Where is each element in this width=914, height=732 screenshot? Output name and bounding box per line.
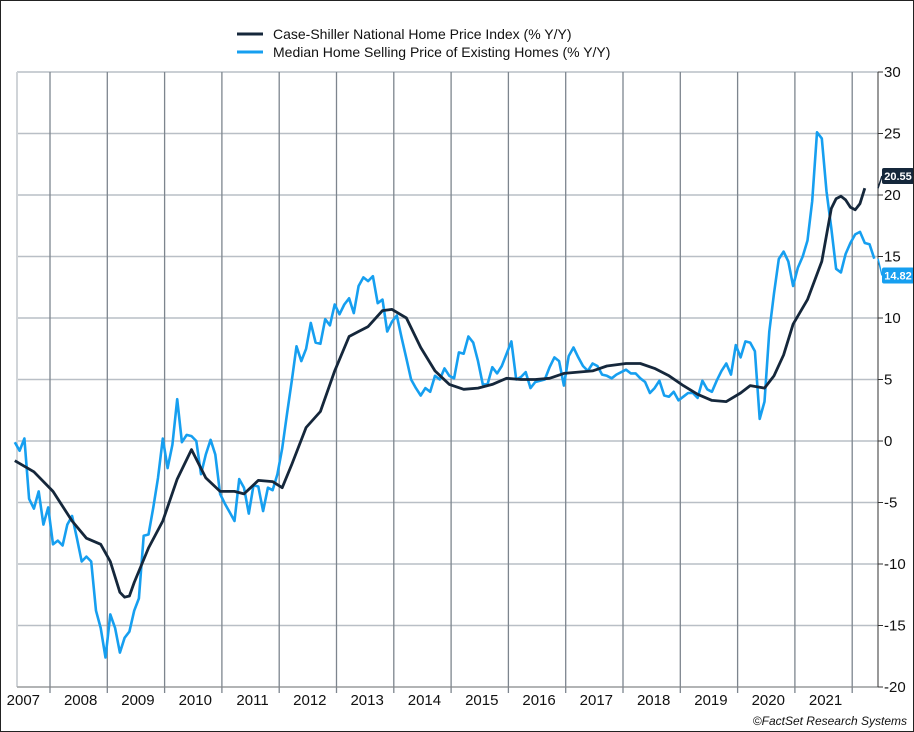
y-tick-label: -5 <box>884 495 897 512</box>
y-tick-label: 5 <box>884 372 892 389</box>
y-tick-label: -20 <box>884 679 906 696</box>
y-tick-label: -10 <box>884 556 906 573</box>
x-tick-label: 2010 <box>179 692 212 709</box>
x-tick-label: 2008 <box>64 692 97 709</box>
series-line-case-shiller <box>14 187 867 599</box>
y-tick-label: 15 <box>884 249 901 266</box>
legend-label-case-shiller: Case-Shiller National Home Price Index (… <box>273 26 572 42</box>
x-axis-ticks: 2007 2008 2009 2010 2011 2012 2013 2014 2015 2016… <box>7 692 843 709</box>
y-tick-label: -15 <box>884 618 906 635</box>
last-value-label: 20.55 <box>884 171 912 183</box>
y-tick-label: 30 <box>884 64 901 81</box>
series-lines: 14.82 20.55 <box>13 131 913 659</box>
last-value-badge <box>882 168 913 184</box>
y-tick-label: 0 <box>884 433 892 450</box>
legend: Case-Shiller National Home Price Index (… <box>237 26 610 60</box>
x-tick-label: 2012 <box>293 692 326 709</box>
x-tick-label: 2020 <box>752 692 785 709</box>
x-tick-label: 2018 <box>637 692 670 709</box>
last-value-label: 14.82 <box>884 271 912 283</box>
last-value-leader <box>877 258 883 276</box>
x-tick-label: 2009 <box>121 692 154 709</box>
x-tick-label: 2016 <box>522 692 555 709</box>
y-tick-label: 25 <box>884 126 901 143</box>
legend-label-median-price: Median Home Selling Price of Existing Ho… <box>273 44 610 60</box>
y-axis-ticks: 30 25 20 15 10 5 0 -5 -10 -15 -20 <box>878 64 906 696</box>
x-tick-label: 2007 <box>7 692 40 709</box>
x-tick-label: 2015 <box>465 692 498 709</box>
y-tick-label: 20 <box>884 187 901 204</box>
x-tick-label: 2014 <box>408 692 441 709</box>
x-tick-label: 2019 <box>694 692 727 709</box>
series-line-median-price <box>13 131 876 659</box>
copyright-text: ©FactSet Research Systems <box>753 714 907 728</box>
gridlines <box>16 71 879 693</box>
x-tick-label: 2017 <box>580 692 613 709</box>
x-tick-label: 2011 <box>236 692 268 709</box>
y-tick-label: 10 <box>884 310 901 327</box>
last-value-leader <box>877 175 883 189</box>
x-tick-label: 2013 <box>350 692 383 709</box>
last-value-badge <box>882 267 913 284</box>
x-tick-label: 2021 <box>809 692 842 709</box>
